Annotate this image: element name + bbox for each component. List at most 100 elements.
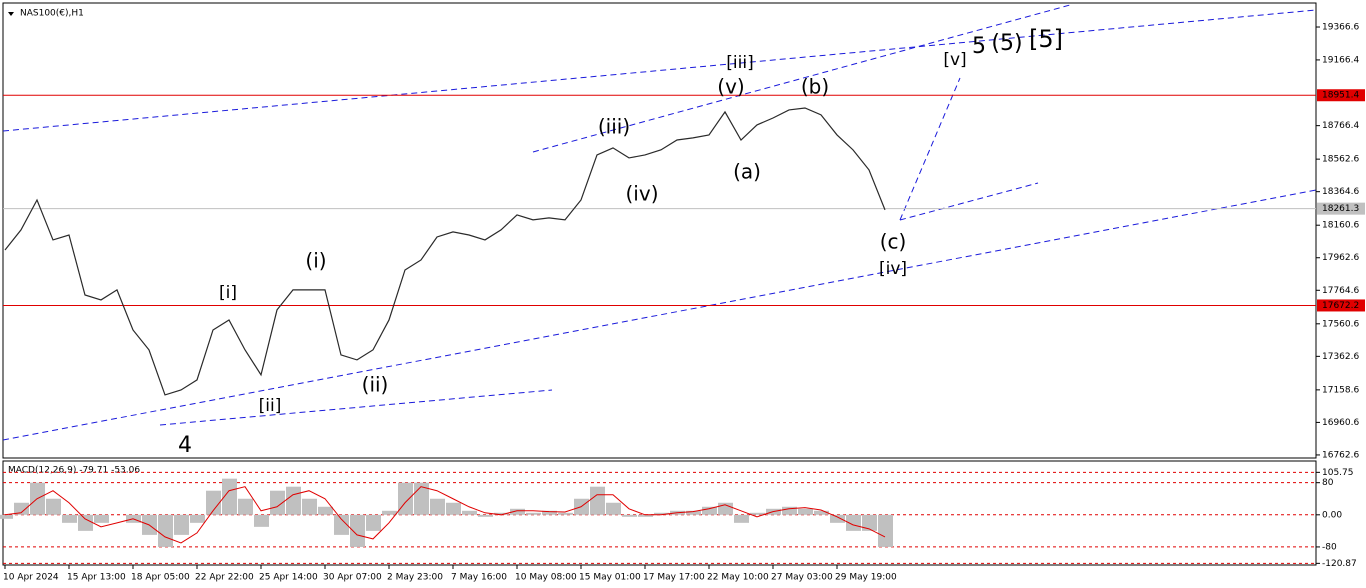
x-tick-label: 15 Apr 13:00 xyxy=(67,573,126,583)
x-tick-label: 30 Apr 07:00 xyxy=(323,573,382,583)
macd-bar xyxy=(0,514,13,519)
trend-line xyxy=(2,189,1317,441)
wave-label: [ii] xyxy=(259,396,282,416)
macd-bar xyxy=(414,482,429,515)
macd-bar xyxy=(638,514,653,517)
wave-label: [iii] xyxy=(726,53,753,73)
chart-title: NAS100(€),H1 xyxy=(20,9,84,19)
macd-bar xyxy=(382,510,397,515)
wave-label: (v) xyxy=(717,75,744,99)
trend-line xyxy=(899,182,1039,221)
price-level-tag xyxy=(1317,89,1365,102)
macd-bar xyxy=(558,512,573,515)
macd-bar xyxy=(814,510,829,515)
trend-line xyxy=(532,4,1071,153)
macd-bar xyxy=(14,502,29,515)
menu-arrow[interactable] xyxy=(8,12,14,16)
macd-bar xyxy=(158,514,173,547)
wave-label: [5] xyxy=(1029,25,1063,53)
macd-bar xyxy=(830,514,845,523)
macd-bar xyxy=(430,498,445,515)
macd-bar xyxy=(846,514,861,531)
wave-label: 5 xyxy=(972,34,986,59)
macd-bar xyxy=(174,514,189,535)
macd-bar xyxy=(318,506,333,515)
x-tick-label: 29 May 19:00 xyxy=(835,573,897,583)
x-tick-label: 27 May 03:00 xyxy=(771,573,833,583)
x-tick-label: 18 Apr 05:00 xyxy=(131,573,190,583)
macd-bar xyxy=(654,512,669,515)
macd-bar xyxy=(478,514,493,517)
macd-bar xyxy=(878,514,893,547)
macd-bar xyxy=(286,486,301,515)
x-tick-label: 25 Apr 14:00 xyxy=(259,573,318,583)
wave-label: (ii) xyxy=(362,373,389,397)
y-tick-label: 16960.6 xyxy=(1322,418,1359,428)
macd-bar xyxy=(302,498,317,515)
y-tick-label: 18766.4 xyxy=(1322,121,1359,131)
macd-bar xyxy=(734,514,749,523)
macd-bar xyxy=(686,510,701,515)
signal-line xyxy=(4,486,886,544)
wave-label: [v] xyxy=(943,50,966,70)
x-tick-label: 7 May 16:00 xyxy=(451,573,507,583)
wave-label: (i) xyxy=(305,249,326,273)
macd-bar xyxy=(798,508,813,515)
trend-line xyxy=(159,389,553,426)
y-tick-label: -120.87 xyxy=(1322,559,1357,569)
macd-bar xyxy=(46,498,61,515)
price-level-tag xyxy=(1317,202,1365,215)
price-level-label: 18951.4 xyxy=(1322,91,1359,101)
macd-bar xyxy=(510,508,525,515)
macd-bar xyxy=(782,506,797,515)
y-tick-label: -80 xyxy=(1322,542,1337,552)
y-tick-label: 17962.6 xyxy=(1322,253,1359,263)
macd-bar xyxy=(750,512,765,515)
price-level-label: 18261.3 xyxy=(1322,204,1359,214)
price-level-label: 17672.2 xyxy=(1322,301,1359,311)
macd-bar xyxy=(862,514,877,531)
macd-bar xyxy=(78,514,93,531)
y-tick-label: 18562.6 xyxy=(1322,155,1359,165)
x-tick-label: 10 Apr 2024 xyxy=(3,573,59,583)
macd-bar xyxy=(542,510,557,515)
macd-bar xyxy=(462,510,477,515)
y-tick-label: 19366.6 xyxy=(1322,23,1359,33)
macd-bar xyxy=(254,514,269,527)
x-tick-label: 17 May 17:00 xyxy=(643,573,705,583)
y-tick-label: 17560.6 xyxy=(1322,319,1359,329)
wave-label: (5) xyxy=(991,31,1022,56)
macd-bar xyxy=(270,490,285,515)
macd-bar xyxy=(366,514,381,531)
main-frame xyxy=(2,2,1317,459)
x-tick-label: 22 Apr 22:00 xyxy=(195,573,254,583)
wave-label: [i] xyxy=(219,283,237,303)
y-tick-label: 17764.6 xyxy=(1322,286,1359,296)
macd-bar xyxy=(526,512,541,515)
x-tick-label: 22 May 10:00 xyxy=(707,573,769,583)
macd-title: MACD(12,26,9) -79.71 -53.06 xyxy=(8,466,140,476)
wave-label: (b) xyxy=(801,75,829,99)
macd-bar xyxy=(350,514,365,547)
y-tick-label: 105.75 xyxy=(1322,468,1354,478)
wave-label: 4 xyxy=(178,433,192,458)
wave-label: (iv) xyxy=(626,182,659,206)
y-tick-label: 80 xyxy=(1322,478,1334,488)
wave-label: (c) xyxy=(880,230,907,254)
y-tick-label: 0.00 xyxy=(1322,510,1342,520)
macd-bar xyxy=(590,486,605,515)
wave-label: [iv] xyxy=(879,259,907,279)
x-tick-label: 15 May 01:00 xyxy=(579,573,641,583)
wave-label: (iii) xyxy=(598,115,630,139)
macd-bar xyxy=(190,514,205,523)
y-tick-label: 18364.6 xyxy=(1322,187,1359,197)
macd-bar xyxy=(446,502,461,515)
x-tick-label: 10 May 08:00 xyxy=(515,573,577,583)
macd-bar xyxy=(334,514,349,535)
macd-bar xyxy=(398,482,413,515)
macd-bar xyxy=(62,514,77,523)
y-tick-label: 17362.6 xyxy=(1322,352,1359,362)
